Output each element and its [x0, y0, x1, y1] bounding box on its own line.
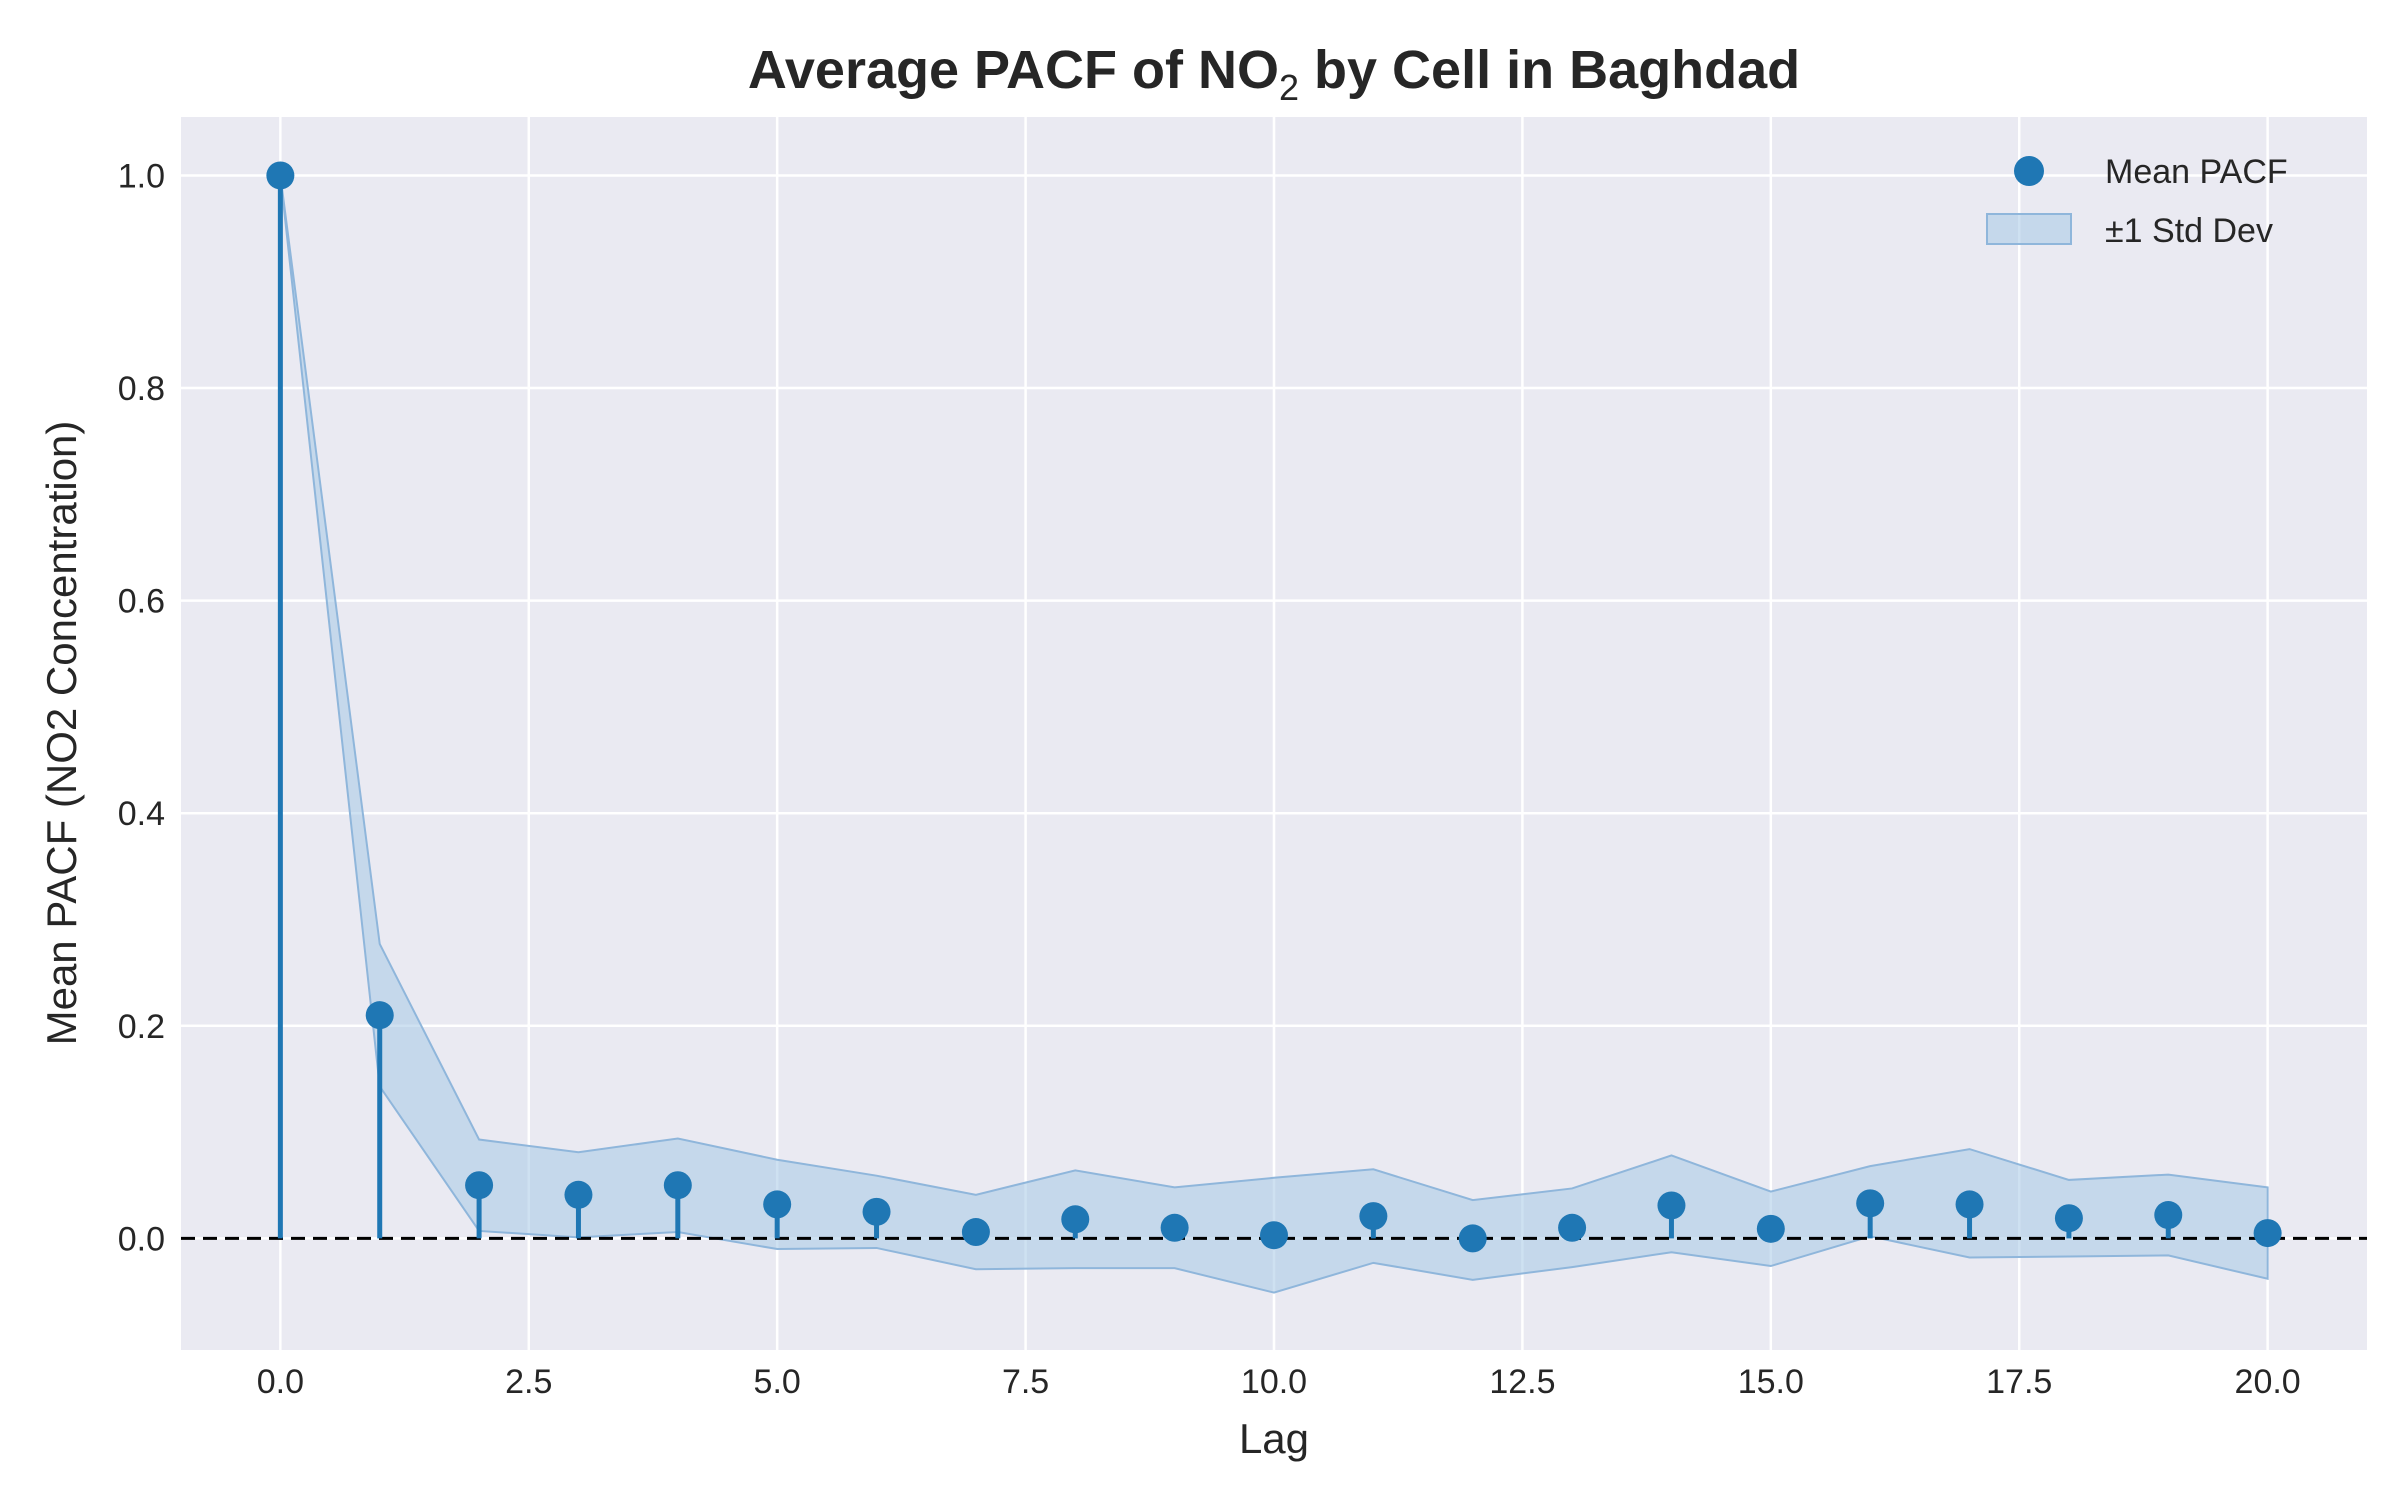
x-tick-label: 10.0 [1241, 1363, 1307, 1401]
marker-lag-16 [1856, 1189, 1885, 1218]
y-tick-labels: 0.0 0.2 0.4 0.6 0.8 1.0 [118, 157, 165, 1258]
legend: Mean PACF ±1 Std Dev [1986, 153, 2288, 250]
pacf-markers [266, 161, 2282, 1253]
marker-lag-7 [961, 1218, 990, 1247]
x-axis-label: Lag [1239, 1415, 1309, 1462]
marker-lag-3 [564, 1180, 593, 1209]
chart-title-main: Average PACF of NO [748, 40, 1279, 100]
y-tick-label: 0.6 [118, 583, 165, 621]
x-tick-label: 17.5 [1986, 1363, 2052, 1401]
chart-title: Average PACF of NO2 by Cell in Baghdad [748, 40, 1800, 108]
y-tick-label: 0.2 [118, 1008, 165, 1046]
marker-lag-0 [266, 161, 295, 190]
marker-lag-4 [663, 1171, 692, 1200]
x-tick-label: 15.0 [1738, 1363, 1804, 1401]
x-tick-label: 20.0 [2235, 1363, 2301, 1401]
marker-lag-9 [1160, 1213, 1189, 1242]
marker-lag-19 [2154, 1201, 2183, 1230]
x-tick-labels: 0.0 2.5 5.0 7.5 10.0 12.5 15.0 17.5 20.0 [257, 1363, 2301, 1401]
marker-lag-10 [1260, 1221, 1288, 1250]
marker-lag-14 [1657, 1191, 1686, 1220]
legend-swatch-std-dev [1986, 213, 2072, 245]
marker-lag-8 [1061, 1205, 1090, 1234]
marker-lag-12 [1458, 1224, 1487, 1253]
legend-label-std-dev: ±1 Std Dev [2105, 212, 2273, 250]
marker-lag-5 [763, 1190, 792, 1219]
marker-lag-11 [1359, 1202, 1388, 1231]
marker-lag-1 [365, 1001, 394, 1030]
marker-lag-17 [1955, 1190, 1984, 1219]
x-tick-label: 0.0 [257, 1363, 304, 1401]
x-tick-label: 2.5 [505, 1363, 552, 1401]
x-tick-label: 5.0 [754, 1363, 801, 1401]
legend-marker-mean-pacf [2014, 156, 2044, 186]
legend-label-mean-pacf: Mean PACF [2105, 153, 2288, 191]
marker-lag-18 [2054, 1204, 2083, 1233]
y-tick-label: 0.8 [118, 370, 165, 408]
marker-lag-20 [2253, 1219, 2282, 1248]
chart-title-rest: by Cell in Baghdad [1299, 40, 1800, 100]
y-axis-label: Mean PACF (NO2 Concentration) [38, 421, 85, 1046]
marker-lag-2 [465, 1171, 494, 1200]
y-tick-label: 0.4 [118, 795, 165, 833]
marker-lag-15 [1756, 1214, 1785, 1243]
marker-lag-6 [862, 1197, 891, 1226]
y-tick-label: 1.0 [118, 157, 165, 195]
y-tick-label: 0.0 [118, 1220, 165, 1258]
marker-lag-13 [1558, 1213, 1587, 1242]
chart-title-subscript: 2 [1279, 67, 1299, 108]
x-tick-label: 12.5 [1489, 1363, 1555, 1401]
x-tick-label: 7.5 [1002, 1363, 1049, 1401]
